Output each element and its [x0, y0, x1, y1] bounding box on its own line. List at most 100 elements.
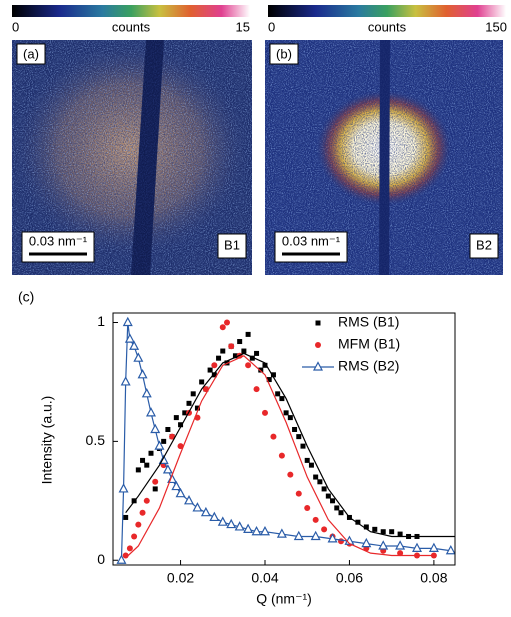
scale-box — [21, 231, 95, 263]
marker — [154, 440, 165, 450]
marker — [308, 462, 314, 468]
marker — [178, 422, 184, 428]
marker — [211, 362, 218, 369]
marker — [135, 467, 141, 473]
marker — [304, 457, 310, 463]
plot-area — [116, 316, 455, 564]
marker — [310, 530, 321, 541]
y-axis-label: Intensity (a.u.) — [39, 396, 55, 485]
marker — [363, 524, 369, 530]
marker — [243, 523, 254, 533]
marker — [372, 526, 378, 532]
marker — [184, 495, 194, 505]
marker — [152, 478, 159, 485]
marker — [194, 405, 200, 411]
marker — [200, 506, 211, 517]
marker — [397, 550, 404, 557]
marker — [133, 352, 144, 362]
marker — [139, 509, 146, 516]
marker — [135, 521, 142, 528]
sample-label: B2 — [476, 237, 492, 252]
marker — [412, 542, 422, 552]
y-tick-label: 0 — [97, 551, 105, 567]
marker — [241, 348, 247, 354]
marker — [445, 544, 455, 555]
legend-label: MFM (B1) — [338, 336, 400, 352]
marker — [293, 530, 304, 541]
legend-label: RMS (B1) — [338, 314, 399, 330]
marker — [249, 355, 255, 361]
marker — [270, 372, 276, 378]
marker — [144, 462, 150, 468]
legend-marker — [313, 361, 323, 371]
marker — [126, 545, 133, 552]
marker — [143, 497, 150, 504]
colorbar-max: 150 — [485, 19, 507, 34]
marker — [292, 426, 298, 432]
label-box — [16, 43, 46, 65]
marker — [276, 528, 287, 538]
marker — [228, 343, 235, 350]
marker — [287, 471, 294, 478]
marker — [270, 433, 277, 440]
marker — [395, 540, 406, 550]
marker — [428, 542, 439, 552]
marker — [278, 452, 285, 459]
marker — [234, 521, 245, 531]
marker — [338, 510, 344, 516]
marker — [338, 538, 344, 545]
marker — [253, 386, 260, 393]
marker — [141, 388, 152, 398]
marker — [304, 504, 311, 511]
colorbar-title: counts — [368, 19, 407, 34]
marker — [116, 554, 127, 564]
marker — [177, 443, 184, 450]
marker — [254, 350, 260, 356]
marker — [313, 474, 319, 480]
marker — [169, 433, 176, 440]
marker — [321, 486, 327, 492]
marker — [175, 487, 186, 498]
marker — [122, 316, 133, 327]
marker — [118, 483, 129, 493]
panel-label: (a) — [23, 46, 39, 61]
sample-box — [217, 233, 247, 259]
marker — [355, 519, 361, 525]
legend-marker — [315, 342, 321, 348]
marker — [219, 324, 226, 331]
marker — [165, 426, 171, 432]
marker — [397, 531, 403, 537]
marker — [211, 372, 217, 378]
marker — [182, 410, 188, 416]
marker — [171, 480, 182, 491]
label-box — [269, 43, 299, 65]
marker — [232, 353, 238, 359]
marker — [120, 376, 131, 386]
sample-box — [469, 233, 499, 259]
marker — [237, 339, 243, 345]
marker — [283, 410, 289, 416]
marker — [224, 319, 230, 326]
marker — [287, 415, 293, 421]
x-tick-label: 0.04 — [251, 570, 278, 586]
marker — [260, 525, 270, 536]
marker — [312, 516, 319, 523]
marker — [334, 505, 340, 511]
marker — [330, 498, 336, 504]
marker — [217, 516, 228, 526]
marker — [161, 438, 167, 444]
marker — [251, 525, 262, 536]
panel-label: (b) — [276, 46, 292, 61]
sample-label: B1 — [224, 237, 240, 252]
series-line — [125, 355, 434, 559]
marker — [131, 533, 138, 540]
marker — [146, 407, 156, 417]
marker — [148, 450, 154, 456]
marker — [245, 362, 252, 369]
marker — [152, 486, 158, 492]
marker — [129, 340, 140, 350]
marker — [162, 464, 173, 474]
colorbar — [12, 5, 250, 17]
colorbar-min: 0 — [12, 19, 19, 34]
image — [265, 40, 503, 275]
